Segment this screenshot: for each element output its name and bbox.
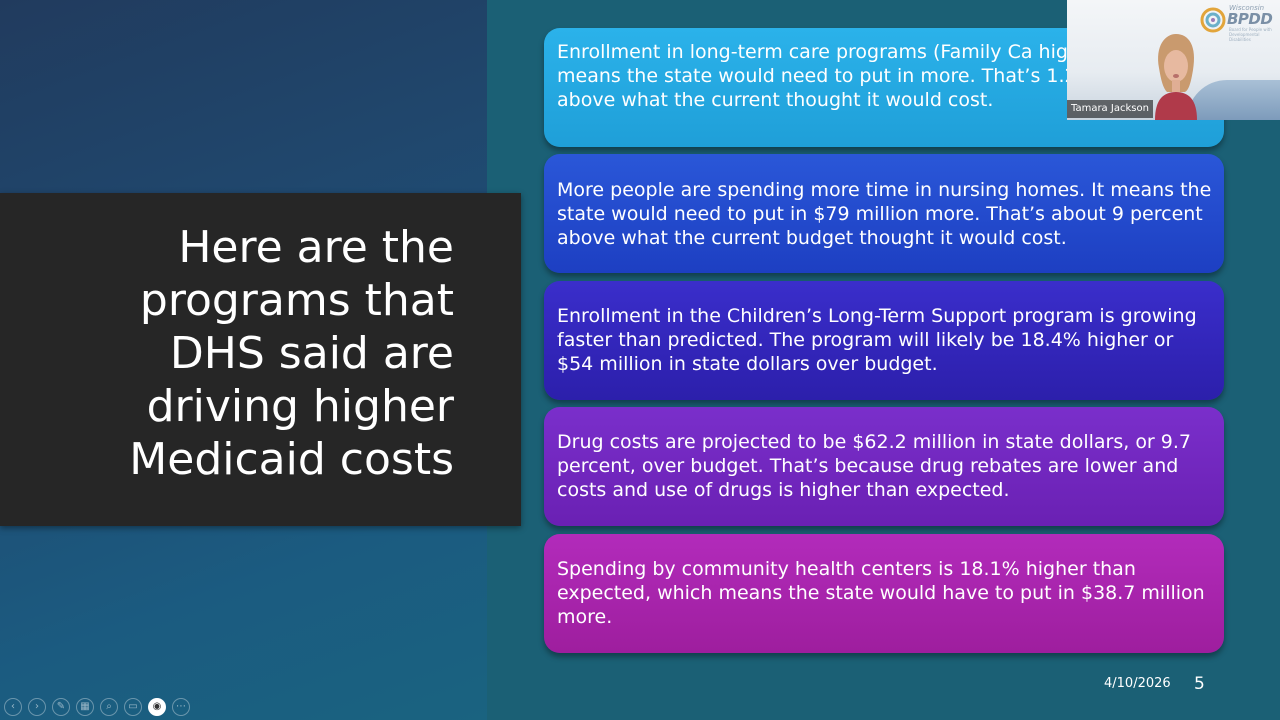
card-text: Drug costs are projected to be $62.2 mil… bbox=[557, 431, 1192, 501]
participant-video-tile[interactable]: Wisconsin BPDD Board for People with Dev… bbox=[1067, 0, 1280, 120]
subtitles-button[interactable]: ▭ bbox=[124, 698, 142, 716]
participant-video-image bbox=[1155, 34, 1197, 120]
arrow-left-icon: ‹ bbox=[11, 701, 15, 712]
more-options-button[interactable]: ⋯ bbox=[172, 698, 190, 716]
next-slide-button[interactable]: › bbox=[28, 698, 46, 716]
logo-swirl-icon bbox=[1200, 7, 1226, 33]
slide-date: 4/10/2026 bbox=[1104, 676, 1171, 691]
program-card-community-health: Spending by community health centers is … bbox=[544, 534, 1224, 653]
zoom-button[interactable]: ⌕ bbox=[100, 698, 118, 716]
program-card-childrens-lts: Enrollment in the Children’s Long-Term S… bbox=[544, 281, 1224, 400]
card-text: Enrollment in the Children’s Long-Term S… bbox=[557, 305, 1197, 375]
pen-icon: ✎ bbox=[56, 701, 66, 712]
camera-icon: ◉ bbox=[152, 701, 162, 712]
previous-slide-button[interactable]: ‹ bbox=[4, 698, 22, 716]
pen-button[interactable]: ✎ bbox=[52, 698, 70, 716]
presenter-toolbar: ‹ › ✎ ▦ ⌕ ▭ ◉ ⋯ bbox=[4, 698, 190, 716]
all-slides-button[interactable]: ▦ bbox=[76, 698, 94, 716]
logo-small-text: Wisconsin bbox=[1229, 4, 1265, 12]
video-background bbox=[1187, 80, 1280, 120]
card-text: Enrollment in long-term care programs (F… bbox=[557, 41, 1156, 111]
bpdd-logo: BPDD bbox=[1227, 10, 1273, 28]
program-card-nursing-homes: More people are spending more time in nu… bbox=[544, 154, 1224, 273]
title-box: Here are the programs that DHS said are … bbox=[0, 193, 521, 526]
slide-title: Here are the programs that DHS said are … bbox=[129, 222, 454, 485]
program-card-drug-costs: Drug costs are projected to be $62.2 mil… bbox=[544, 407, 1224, 526]
camera-button[interactable]: ◉ bbox=[148, 698, 166, 716]
slide-number: 5 bbox=[1194, 674, 1205, 694]
card-text: More people are spending more time in nu… bbox=[557, 179, 1212, 249]
subtitles-icon: ▭ bbox=[128, 701, 138, 712]
arrow-right-icon: › bbox=[35, 701, 39, 712]
ellipsis-icon: ⋯ bbox=[176, 701, 186, 712]
logo-subtitle: Board for People with Developmental Disa… bbox=[1229, 27, 1272, 42]
participant-name: Tamara Jackson bbox=[1067, 100, 1153, 118]
magnifier-icon: ⌕ bbox=[106, 701, 112, 712]
card-text: Spending by community health centers is … bbox=[557, 558, 1205, 628]
grid-icon: ▦ bbox=[80, 701, 90, 712]
